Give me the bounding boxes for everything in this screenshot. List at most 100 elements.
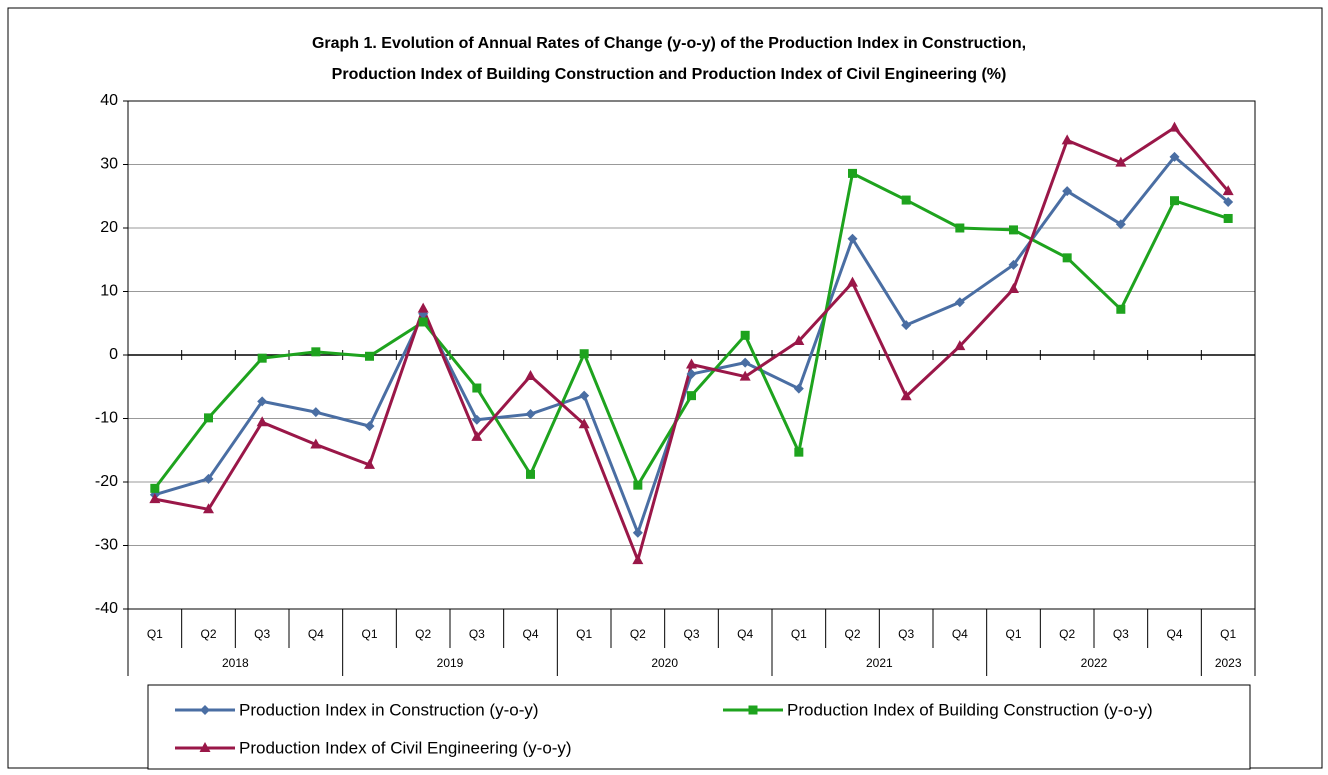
- point: [526, 469, 535, 479]
- y-tick-label: 30: [100, 156, 118, 173]
- x-tick-label: Q3: [1113, 627, 1129, 641]
- point: [1223, 213, 1233, 223]
- x-tick-label: Q1: [791, 627, 807, 641]
- point: [257, 353, 267, 363]
- x-tick-label: Q4: [1166, 627, 1182, 641]
- x-tick-label: Q4: [952, 627, 968, 641]
- point: [579, 349, 589, 359]
- point: [954, 297, 965, 308]
- point: [1223, 196, 1234, 207]
- y-tick-label: -20: [95, 473, 118, 490]
- point: [203, 473, 214, 484]
- point: [847, 276, 858, 287]
- point: [203, 503, 214, 514]
- point: [739, 370, 751, 381]
- x-group-label: 2022: [1081, 656, 1108, 670]
- x-tick-label: Q1: [147, 627, 163, 641]
- chart-title: Production Index of Building Constructio…: [332, 66, 1007, 83]
- x-tick-label: Q2: [1059, 627, 1075, 641]
- legend-box: [147, 684, 1251, 770]
- point: [204, 413, 213, 423]
- point: [1116, 304, 1126, 314]
- point: [633, 480, 643, 490]
- point: [954, 340, 966, 351]
- x-group-label: 2023: [1215, 656, 1242, 670]
- y-tick-label: 40: [100, 92, 118, 109]
- legend-marker: [199, 742, 211, 752]
- point: [848, 168, 857, 178]
- x-group-label: 2021: [866, 656, 893, 670]
- y-tick-label: 10: [100, 283, 118, 300]
- point: [578, 418, 590, 429]
- point: [150, 483, 160, 493]
- y-tick-label: 20: [100, 219, 118, 236]
- point: [901, 195, 911, 205]
- point: [418, 317, 428, 327]
- point: [310, 407, 321, 418]
- point: [1170, 196, 1179, 206]
- point: [579, 390, 590, 401]
- point: [793, 335, 805, 346]
- point: [1115, 219, 1126, 230]
- point: [687, 391, 696, 401]
- point: [365, 351, 374, 361]
- x-tick-label: Q2: [844, 627, 860, 641]
- point: [740, 330, 750, 340]
- x-tick-label: Q4: [522, 627, 538, 641]
- point: [256, 416, 268, 427]
- x-tick-label: Q3: [898, 627, 914, 641]
- y-tick-label: -40: [95, 600, 118, 617]
- point: [471, 430, 483, 441]
- point: [149, 493, 161, 504]
- point: [364, 458, 375, 469]
- point: [847, 233, 858, 244]
- point: [1009, 225, 1018, 235]
- point: [1115, 156, 1127, 167]
- point: [794, 447, 804, 457]
- point: [1169, 151, 1180, 162]
- x-tick-label: Q1: [1220, 627, 1236, 641]
- point: [793, 383, 804, 394]
- x-tick-label: Q4: [308, 627, 324, 641]
- legend-marker: [748, 705, 758, 715]
- point: [364, 421, 375, 432]
- chart-title: Graph 1. Evolution of Annual Rates of Ch…: [312, 35, 1026, 52]
- legend-label: Production Index in Construction (y-o-y): [239, 700, 539, 719]
- point: [525, 409, 536, 420]
- legend-marker: [200, 705, 210, 715]
- x-tick-label: Q3: [469, 627, 485, 641]
- x-group-label: 2019: [437, 656, 464, 670]
- x-tick-label: Q3: [254, 627, 270, 641]
- point: [1061, 134, 1073, 145]
- point: [311, 347, 321, 357]
- x-tick-label: Q1: [1005, 627, 1021, 641]
- x-group-label: 2020: [651, 656, 678, 670]
- point: [1008, 259, 1019, 270]
- point: [1008, 282, 1019, 293]
- point: [310, 438, 322, 449]
- point: [955, 223, 965, 233]
- point: [1169, 121, 1180, 132]
- point: [1062, 253, 1072, 263]
- x-tick-label: Q1: [361, 627, 377, 641]
- point: [632, 554, 644, 565]
- x-tick-label: Q2: [200, 627, 216, 641]
- point: [1062, 186, 1073, 197]
- point: [472, 383, 482, 393]
- chart-border: [7, 7, 1323, 769]
- point: [740, 357, 751, 368]
- x-tick-label: Q3: [683, 627, 699, 641]
- point: [525, 369, 536, 380]
- y-tick-label: -30: [95, 537, 118, 554]
- point: [417, 302, 429, 313]
- x-tick-label: Q4: [737, 627, 753, 641]
- point: [257, 396, 268, 407]
- x-tick-label: Q2: [630, 627, 646, 641]
- legend-label: Production Index of Civil Engineering (y…: [239, 738, 572, 757]
- y-tick-label: 0: [109, 346, 118, 363]
- legend-label: Production Index of Building Constructio…: [787, 700, 1153, 719]
- point: [632, 527, 643, 538]
- point: [686, 369, 697, 380]
- x-group-label: 2018: [222, 656, 249, 670]
